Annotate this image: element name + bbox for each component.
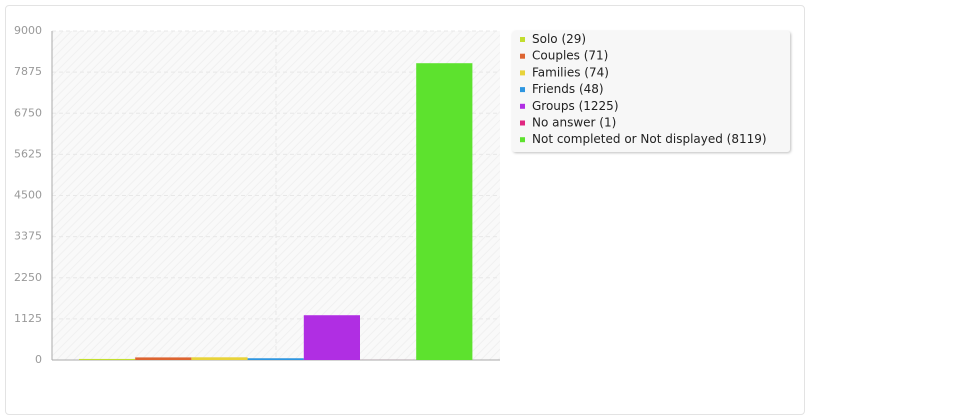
bar: [416, 63, 473, 360]
bar: [247, 358, 304, 360]
legend-label: Friends (48): [532, 82, 604, 96]
y-tick-label: 9000: [14, 24, 42, 37]
legend-label: No answer (1): [532, 116, 616, 130]
y-tick-label: 3375: [14, 230, 42, 243]
legend-swatch: [520, 70, 525, 76]
bar: [191, 357, 248, 360]
legend: Solo (29) Couples (71) Families (74) Friend…: [512, 31, 790, 152]
y-tick-label: 7875: [14, 65, 42, 78]
legend-label: Solo (29): [532, 32, 586, 46]
legend-swatch: [520, 137, 525, 143]
y-tick-label: 6750: [14, 106, 42, 119]
legend-swatch: [520, 87, 525, 93]
legend-swatch: [520, 120, 525, 126]
bar: [79, 358, 136, 360]
legend-label: Couples (71): [532, 49, 608, 63]
chart-panel: [5, 5, 805, 415]
y-tick-label: 2250: [14, 271, 42, 284]
legend-swatch: [520, 103, 525, 109]
y-tick-label: 0: [35, 353, 42, 366]
y-tick-label: 5625: [14, 147, 42, 160]
legend-label: Groups (1225): [532, 99, 619, 113]
bar: [135, 357, 192, 360]
legend-label: Not completed or Not displayed (8119): [532, 132, 767, 146]
legend-box: [512, 31, 790, 152]
legend-swatch: [520, 53, 525, 59]
y-tick-label: 1125: [14, 312, 42, 325]
y-tick-label: 4500: [14, 189, 42, 202]
bar: [303, 315, 360, 360]
legend-label: Families (74): [532, 65, 609, 79]
legend-swatch: [520, 37, 525, 42]
